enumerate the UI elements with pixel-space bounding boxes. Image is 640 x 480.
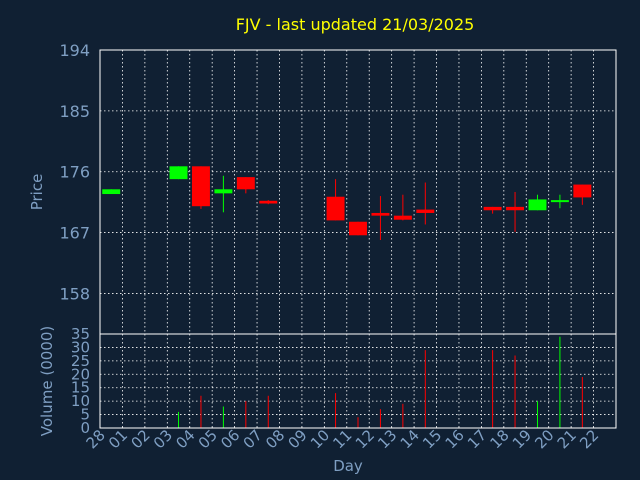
- day-axis: 2801020304050607080910111213141516171819…: [83, 426, 603, 452]
- volume-axis-label: Volume (0000): [38, 326, 56, 436]
- volume-tick-label: 10: [71, 392, 90, 410]
- volume-tick-label: 25: [71, 352, 90, 370]
- candle-body: [236, 177, 255, 190]
- candle-body: [169, 166, 188, 180]
- volume-panel-frame: [99, 333, 617, 429]
- chart-title: FJV - last updated 21/03/2025: [236, 15, 475, 34]
- price-tick-label: 194: [59, 41, 90, 60]
- price-tick-label: 185: [59, 102, 90, 121]
- candle-body: [416, 209, 435, 213]
- candle-body: [349, 221, 367, 236]
- candle-body: [371, 212, 390, 216]
- price-grid: [100, 49, 616, 334]
- volume-tick-label: 20: [71, 365, 90, 383]
- candle-body: [506, 206, 525, 211]
- day-axis-label: Day: [333, 457, 363, 475]
- candle-body: [393, 215, 412, 220]
- candle-body: [326, 196, 345, 221]
- volume-tick-label: 15: [71, 379, 90, 397]
- candle-body: [483, 206, 502, 211]
- price-tick-label: 158: [59, 284, 90, 303]
- candle-body: [191, 166, 210, 207]
- candle-body: [259, 200, 278, 204]
- price-panel-frame: [99, 49, 617, 335]
- price-tick-label: 167: [59, 224, 90, 243]
- candle-body: [102, 189, 121, 195]
- volume-tick-label: 0: [80, 419, 90, 437]
- volume-series: [178, 336, 583, 428]
- price-axis-label: Price: [28, 174, 46, 211]
- candle-body: [214, 189, 233, 194]
- price-tick-label: 176: [59, 163, 90, 182]
- volume-grid: [100, 333, 616, 429]
- candlestick-series: [102, 166, 592, 241]
- candle-body: [573, 184, 592, 198]
- volume-tick-label: 30: [71, 338, 90, 356]
- volume-tick-label: 5: [80, 406, 90, 424]
- candle-body: [550, 200, 569, 203]
- volume-tick-label: 35: [71, 325, 90, 343]
- candle-body: [528, 199, 547, 211]
- day-tick-label: 22: [576, 426, 602, 452]
- price-axis: 158 167 176 185 194: [59, 41, 90, 303]
